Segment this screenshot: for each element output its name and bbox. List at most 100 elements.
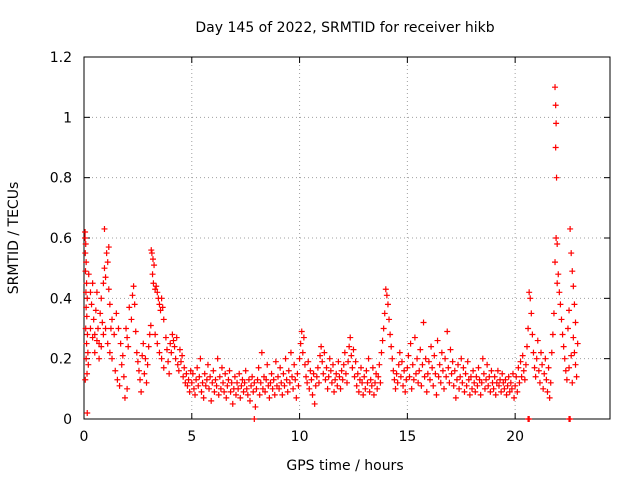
data-point (186, 388, 193, 395)
data-point (246, 397, 253, 404)
data-point (339, 376, 346, 383)
data-point (192, 391, 199, 398)
data-point (304, 379, 311, 386)
data-point (263, 376, 270, 383)
data-point (345, 358, 352, 365)
data-point (181, 364, 188, 371)
data-point (275, 373, 282, 380)
data-point (100, 331, 107, 338)
data-point (408, 385, 415, 392)
data-point (104, 259, 111, 266)
data-point (337, 385, 344, 392)
data-point (411, 334, 418, 341)
data-point (236, 370, 243, 377)
data-point (294, 370, 301, 377)
data-point (262, 388, 269, 395)
data-point (184, 382, 191, 389)
data-point (403, 376, 410, 383)
data-point (449, 358, 456, 365)
data-point (572, 319, 579, 326)
data-point (521, 376, 528, 383)
data-point (536, 379, 543, 386)
data-point (190, 385, 197, 392)
data-point (146, 331, 153, 338)
data-point (84, 331, 91, 338)
data-point (402, 388, 409, 395)
data-point (83, 355, 90, 362)
data-point (508, 385, 515, 392)
data-point (564, 325, 571, 332)
grid-lines (84, 57, 610, 419)
data-point (509, 370, 516, 377)
data-point (97, 310, 104, 317)
data-point (462, 370, 469, 377)
data-point (557, 301, 564, 308)
data-point (209, 379, 216, 386)
data-point (387, 331, 394, 338)
data-point (91, 349, 98, 356)
data-point (548, 349, 555, 356)
data-point (349, 364, 356, 371)
data-point (545, 364, 552, 371)
data-point (447, 346, 454, 353)
data-point (424, 370, 431, 377)
data-point (196, 373, 203, 380)
data-point (431, 352, 438, 359)
data-point (286, 379, 293, 386)
data-point (477, 391, 484, 398)
data-point (93, 337, 100, 344)
data-point (490, 385, 497, 392)
data-point (436, 361, 443, 368)
data-point (251, 416, 258, 422)
data-point (554, 280, 561, 287)
data-point (280, 370, 287, 377)
data-point (456, 385, 463, 392)
data-point (549, 331, 556, 338)
data-point (322, 376, 329, 383)
data-point (217, 385, 224, 392)
y-tick-label: 1.2 (50, 50, 72, 66)
data-point (113, 310, 120, 317)
data-point (515, 364, 522, 371)
data-point (366, 388, 373, 395)
data-point (156, 301, 163, 308)
data-point (303, 373, 310, 380)
data-point (552, 144, 559, 151)
data-point (383, 292, 390, 299)
data-point (311, 400, 318, 407)
data-point (249, 373, 256, 380)
data-point (272, 358, 279, 365)
data-point (417, 346, 424, 353)
data-point (381, 310, 388, 317)
y-axis-label: SRMTID / TECUs (6, 182, 22, 295)
data-point (514, 388, 521, 395)
data-point (512, 382, 519, 389)
data-point (301, 361, 308, 368)
data-point (83, 313, 90, 320)
data-point (199, 379, 206, 386)
data-point (550, 310, 557, 317)
data-point (145, 343, 152, 350)
data-point (455, 361, 462, 368)
data-point (109, 316, 116, 323)
data-point (429, 364, 436, 371)
data-point (232, 391, 239, 398)
data-point (354, 370, 361, 377)
data-point (95, 325, 102, 332)
data-point (460, 364, 467, 371)
data-point (433, 391, 440, 398)
data-point (426, 376, 433, 383)
data-point (570, 283, 577, 290)
data-point (492, 391, 499, 398)
x-tick-labels: 0 5 10 15 20 (80, 429, 525, 445)
data-point (238, 382, 245, 389)
data-point (82, 268, 89, 275)
data-point (171, 343, 178, 350)
data-point (82, 376, 89, 383)
data-point (341, 349, 348, 356)
plot-frame (83, 56, 611, 420)
data-point (555, 271, 562, 278)
y-tick-label: 0.6 (50, 231, 72, 247)
data-point (154, 340, 161, 347)
data-point (452, 394, 459, 401)
